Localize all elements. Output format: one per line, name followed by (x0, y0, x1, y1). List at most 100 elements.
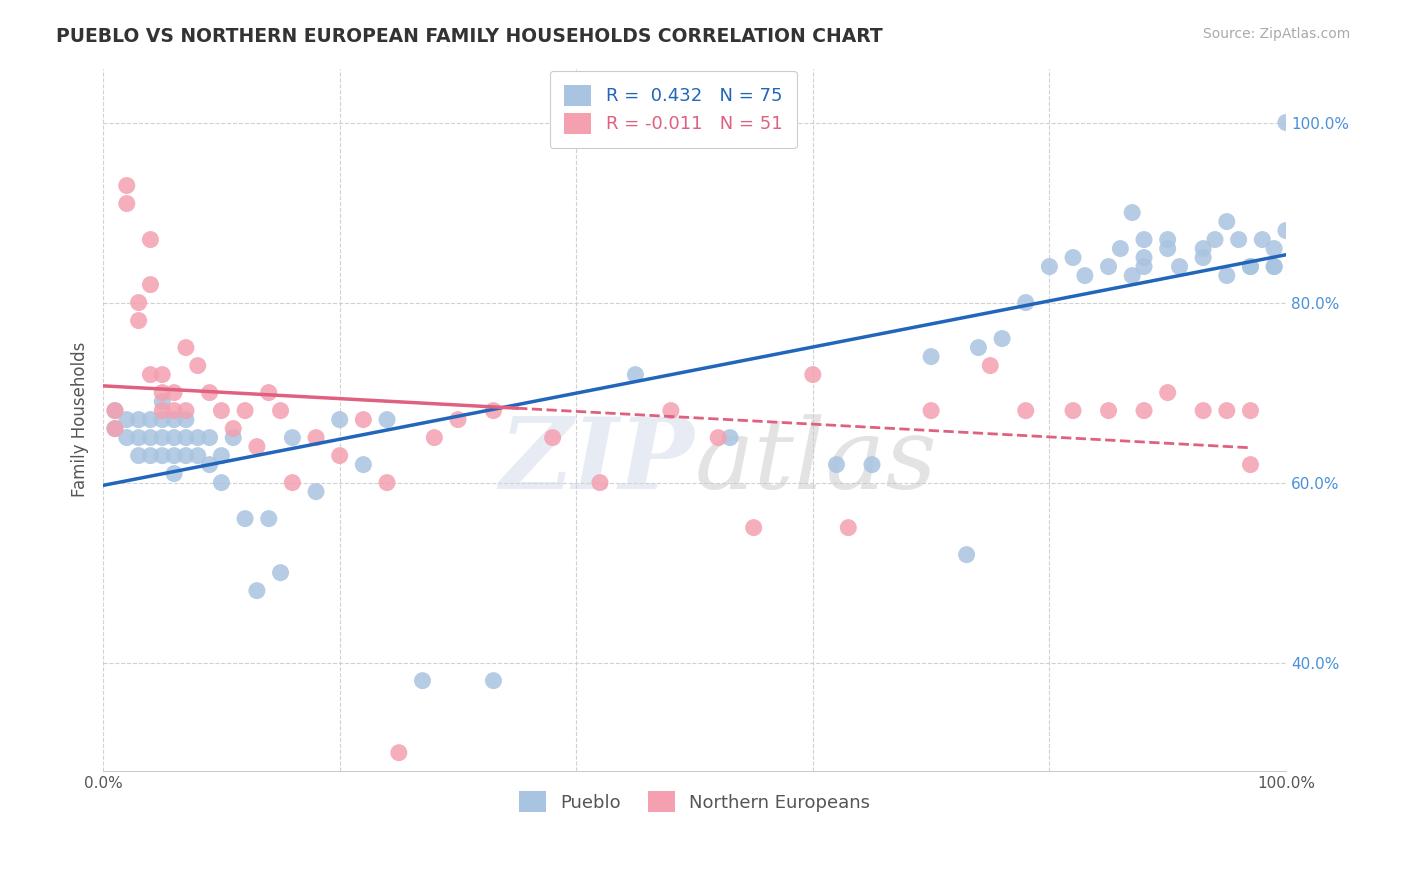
Point (174, 449, 197, 463)
Point (1239, 260, 1261, 274)
Point (128, 412, 150, 426)
Point (115, 431, 138, 445)
Point (1133, 403, 1156, 417)
Point (1015, 403, 1038, 417)
Point (187, 359, 209, 373)
Point (139, 277, 162, 292)
Point (257, 511, 280, 525)
Point (139, 449, 162, 463)
Point (305, 484, 328, 499)
Point (411, 673, 433, 688)
Point (198, 458, 221, 472)
Point (209, 403, 232, 417)
Text: PUEBLO VS NORTHERN EUROPEAN FAMILY HOUSEHOLDS CORRELATION CHART: PUEBLO VS NORTHERN EUROPEAN FAMILY HOUSE… (56, 27, 883, 45)
Point (222, 431, 245, 445)
Point (1204, 233, 1226, 247)
Point (1275, 115, 1298, 129)
Point (1156, 385, 1178, 400)
Point (198, 431, 221, 445)
Legend: Pueblo, Northern Europeans: Pueblo, Northern Europeans (506, 779, 883, 825)
Point (1074, 268, 1097, 283)
Point (1251, 233, 1274, 247)
Point (659, 403, 682, 417)
Point (139, 412, 162, 426)
Point (801, 368, 824, 382)
Point (246, 440, 269, 454)
Point (1133, 251, 1156, 265)
Point (624, 368, 647, 382)
Text: Source: ZipAtlas.com: Source: ZipAtlas.com (1202, 27, 1350, 41)
Point (270, 566, 292, 580)
Point (742, 521, 765, 535)
Point (1192, 403, 1215, 417)
Point (150, 412, 173, 426)
Point (718, 431, 741, 445)
Point (163, 449, 186, 463)
Text: ZIP: ZIP (499, 414, 695, 510)
Point (1239, 403, 1261, 417)
Point (139, 368, 162, 382)
Point (352, 412, 374, 426)
Point (150, 368, 173, 382)
Point (375, 412, 398, 426)
Point (1239, 458, 1261, 472)
Point (150, 449, 173, 463)
Point (163, 385, 186, 400)
Point (1133, 260, 1156, 274)
Point (104, 422, 127, 436)
Point (482, 403, 505, 417)
Point (139, 431, 162, 445)
Point (1109, 242, 1132, 256)
Point (1263, 260, 1285, 274)
Point (1192, 242, 1215, 256)
Point (209, 449, 232, 463)
Point (1156, 242, 1178, 256)
Point (233, 403, 256, 417)
Point (163, 431, 186, 445)
Point (128, 449, 150, 463)
Point (707, 431, 730, 445)
Point (150, 431, 173, 445)
Point (104, 422, 127, 436)
Point (1216, 403, 1239, 417)
Point (955, 548, 977, 562)
Point (128, 431, 150, 445)
Point (104, 403, 127, 417)
Point (1192, 251, 1215, 265)
Point (352, 458, 374, 472)
Point (1038, 260, 1060, 274)
Point (163, 467, 186, 481)
Point (187, 431, 209, 445)
Point (1121, 268, 1143, 283)
Point (174, 412, 197, 426)
Point (150, 385, 173, 400)
Point (967, 341, 990, 355)
Point (1275, 223, 1298, 237)
Point (104, 403, 127, 417)
Point (1062, 251, 1084, 265)
Point (128, 313, 150, 327)
Point (1133, 233, 1156, 247)
Point (447, 412, 470, 426)
Point (1062, 403, 1084, 417)
Point (187, 449, 209, 463)
Point (128, 295, 150, 310)
Point (920, 403, 942, 417)
Point (329, 412, 352, 426)
Point (257, 385, 280, 400)
Point (1239, 260, 1261, 274)
Point (1168, 260, 1191, 274)
Point (589, 475, 612, 490)
Point (1263, 260, 1285, 274)
Point (482, 673, 505, 688)
Point (222, 422, 245, 436)
Point (1227, 233, 1250, 247)
Point (1216, 214, 1239, 228)
Point (329, 449, 352, 463)
Point (837, 521, 859, 535)
Point (1263, 242, 1285, 256)
Point (1121, 205, 1143, 219)
Point (991, 332, 1014, 346)
Point (209, 475, 232, 490)
Point (1015, 295, 1038, 310)
